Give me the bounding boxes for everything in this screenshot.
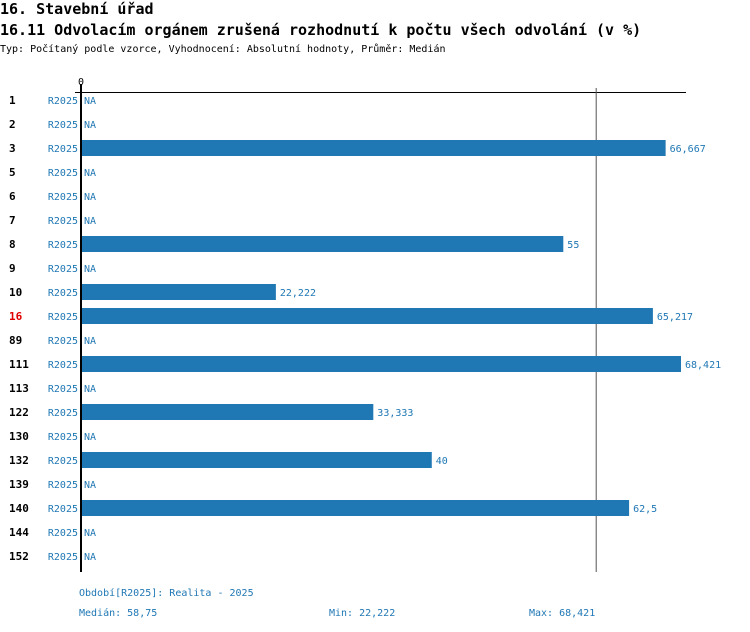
data-label: NA <box>84 264 96 275</box>
x-tick-label: 0 <box>78 77 84 88</box>
bar <box>81 284 276 300</box>
data-label: 55 <box>567 240 579 251</box>
category-label: 7 <box>9 214 16 227</box>
bar <box>81 404 374 420</box>
category-label: 122 <box>9 406 29 419</box>
category-label: 5 <box>9 166 16 179</box>
bar <box>81 236 564 252</box>
data-label: NA <box>84 432 96 443</box>
category-label: 130 <box>9 430 29 443</box>
category-label: 139 <box>9 478 29 491</box>
series-label: R2025 <box>48 288 78 299</box>
data-label: 68,421 <box>685 360 721 371</box>
category-label: 8 <box>9 238 16 251</box>
category-label: 3 <box>9 142 16 155</box>
series-label: R2025 <box>48 168 78 179</box>
series-label: R2025 <box>48 192 78 203</box>
series-label: R2025 <box>48 480 78 491</box>
bar <box>81 452 432 468</box>
series-label: R2025 <box>48 528 78 539</box>
bar <box>81 500 630 516</box>
data-label: 22,222 <box>280 288 316 299</box>
series-label: R2025 <box>48 408 78 419</box>
series-label: R2025 <box>48 336 78 347</box>
data-label: NA <box>84 120 96 131</box>
series-label: R2025 <box>48 264 78 275</box>
series-label: R2025 <box>48 456 78 467</box>
series-label: R2025 <box>48 552 78 563</box>
category-label: 89 <box>9 334 22 347</box>
series-label: R2025 <box>48 144 78 155</box>
category-label: 1 <box>9 94 16 107</box>
chart-info: Typ: Počítaný podle vzorce, Vyhodnocení:… <box>0 44 446 55</box>
series-label: R2025 <box>48 120 78 131</box>
series-label: R2025 <box>48 96 78 107</box>
period-legend: Období[R2025]: Realita - 2025 <box>79 588 254 599</box>
bar <box>81 356 681 372</box>
min-stat: Min: 22,222 <box>329 608 396 619</box>
category-label: 144 <box>9 526 29 539</box>
series-label: R2025 <box>48 384 78 395</box>
category-label: 132 <box>9 454 29 467</box>
median-stat: Medián: 58,75 <box>79 608 158 619</box>
data-label: 66,667 <box>670 144 706 155</box>
series-label: R2025 <box>48 504 78 515</box>
category-label: 113 <box>9 382 29 395</box>
category-label: 10 <box>9 286 22 299</box>
series-label: R2025 <box>48 216 78 227</box>
data-label: 40 <box>436 456 448 467</box>
data-label: 62,5 <box>633 504 657 515</box>
data-label: NA <box>84 192 96 203</box>
series-label: R2025 <box>48 360 78 371</box>
category-label: 16 <box>9 310 23 323</box>
data-label: NA <box>84 528 96 539</box>
series-label: R2025 <box>48 240 78 251</box>
data-label: NA <box>84 216 96 227</box>
category-label: 2 <box>9 118 16 131</box>
bar <box>81 140 666 156</box>
max-stat: Max: 68,421 <box>529 608 596 619</box>
data-label: 33,333 <box>377 408 413 419</box>
category-label: 111 <box>9 358 29 371</box>
series-label: R2025 <box>48 312 78 323</box>
data-label: NA <box>84 96 96 107</box>
bar <box>81 308 653 324</box>
data-label: NA <box>84 552 96 563</box>
category-label: 152 <box>9 550 29 563</box>
data-label: 65,217 <box>657 312 693 323</box>
chart-title: 16.11 Odvolacím orgánem zrušená rozhodnu… <box>0 21 642 39</box>
category-label: 6 <box>9 190 16 203</box>
section-title: 16. Stavební úřad <box>0 0 154 18</box>
series-label: R2025 <box>48 432 78 443</box>
category-label: 9 <box>9 262 16 275</box>
data-label: NA <box>84 336 96 347</box>
data-label: NA <box>84 168 96 179</box>
data-label: NA <box>84 384 96 395</box>
data-label: NA <box>84 480 96 491</box>
bar-chart: 0 1 R2025 NA 2 R2025 NA 3 R2025 66,667 5 R2025 NA 6 R2… <box>9 77 721 572</box>
category-label: 140 <box>9 502 29 515</box>
